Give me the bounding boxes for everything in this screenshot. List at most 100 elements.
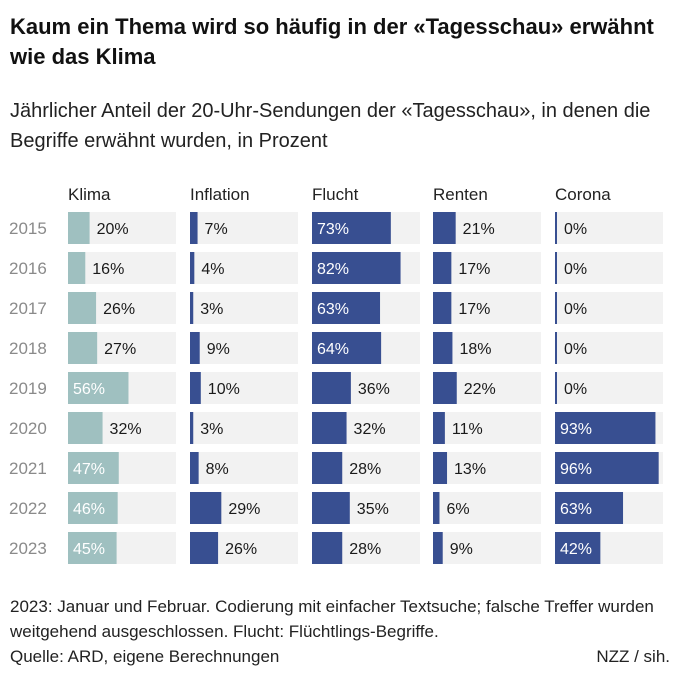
track-renten-2023 — [433, 532, 541, 564]
bar-klima-2015 — [68, 212, 90, 244]
value-label-corona-2016: 0% — [564, 261, 587, 278]
small-multiples-bar-chart: 2015 2016 2017 2018 2019 2020 2021 2022 2023 Klim… — [9, 185, 663, 564]
bar-flucht-2022 — [312, 492, 350, 524]
bar-renten-2022 — [433, 492, 440, 524]
value-label-inflation-2017: 3% — [200, 301, 223, 318]
bar-klima-2020 — [68, 412, 103, 444]
track-inflation-2018 — [190, 332, 298, 364]
value-label-corona-2018: 0% — [564, 341, 587, 358]
value-label-klima-2015: 20% — [97, 221, 129, 238]
value-label-inflation-2015: 7% — [205, 221, 228, 238]
value-label-klima-2016: 16% — [92, 261, 124, 278]
bar-flucht-2020 — [312, 412, 347, 444]
value-label-renten-2022: 6% — [446, 501, 469, 518]
bar-renten-2016 — [433, 252, 452, 284]
value-label-corona-2021: 96% — [560, 461, 592, 478]
value-label-inflation-2018: 9% — [207, 341, 230, 358]
bar-corona-2020 — [555, 412, 656, 444]
value-label-inflation-2023: 26% — [225, 541, 257, 558]
year-label-2017: 2017 — [9, 299, 47, 318]
track-corona-2016 — [555, 252, 663, 284]
value-label-corona-2022: 63% — [560, 501, 592, 518]
value-label-renten-2020: 11% — [452, 421, 483, 438]
panel-header-klima: Klima — [68, 185, 111, 204]
bar-corona-2015 — [555, 212, 557, 244]
value-label-renten-2019: 22% — [464, 381, 496, 398]
value-label-flucht-2022: 35% — [357, 501, 389, 518]
track-inflation-2020 — [190, 412, 298, 444]
bar-renten-2019 — [433, 372, 457, 404]
chart-subtitle: Jährlicher Anteil der 20-Uhr-Sendungen d… — [10, 100, 651, 152]
track-corona-2019 — [555, 372, 663, 404]
value-label-klima-2017: 26% — [103, 301, 135, 318]
bar-inflation-2018 — [190, 332, 200, 364]
bar-renten-2015 — [433, 212, 456, 244]
track-inflation-2017 — [190, 292, 298, 324]
value-label-klima-2020: 32% — [110, 421, 142, 438]
value-label-renten-2015: 21% — [463, 221, 495, 238]
value-label-flucht-2021: 28% — [349, 461, 381, 478]
bar-corona-2019 — [555, 372, 557, 404]
year-label-2016: 2016 — [9, 259, 47, 278]
bar-klima-2019 — [68, 372, 129, 404]
source-text: Quelle: ARD, eigene Berechnungen — [10, 647, 280, 666]
track-inflation-2016 — [190, 252, 298, 284]
track-corona-2018 — [555, 332, 663, 364]
track-corona-2017 — [555, 292, 663, 324]
value-label-flucht-2016: 82% — [317, 261, 349, 278]
value-label-flucht-2018: 64% — [317, 341, 349, 358]
value-label-inflation-2022: 29% — [228, 501, 260, 518]
bar-renten-2023 — [433, 532, 443, 564]
value-label-klima-2023: 45% — [73, 541, 105, 558]
bar-klima-2023 — [68, 532, 117, 564]
bar-flucht-2021 — [312, 452, 343, 484]
source-row: Quelle: ARD, eigene Berechnungen NZZ / s… — [10, 644, 670, 669]
bar-inflation-2022 — [190, 492, 222, 524]
year-label-2019: 2019 — [9, 379, 47, 398]
bar-inflation-2020 — [190, 412, 194, 444]
panel-header-renten: Renten — [433, 185, 488, 204]
bar-renten-2021 — [433, 452, 448, 484]
value-label-inflation-2019: 10% — [208, 381, 240, 398]
value-label-flucht-2017: 63% — [317, 301, 349, 318]
bar-klima-2018 — [68, 332, 98, 364]
value-label-renten-2023: 9% — [450, 541, 473, 558]
bar-renten-2017 — [433, 292, 452, 324]
bar-renten-2018 — [433, 332, 453, 364]
track-klima-2016 — [68, 252, 176, 284]
value-label-flucht-2015: 73% — [317, 221, 349, 238]
bar-flucht-2015 — [312, 212, 391, 244]
bar-inflation-2019 — [190, 372, 201, 404]
value-label-corona-2020: 93% — [560, 421, 592, 438]
bar-flucht-2019 — [312, 372, 351, 404]
value-label-corona-2015: 0% — [564, 221, 587, 238]
bar-klima-2021 — [68, 452, 119, 484]
credit-text: NZZ / sih. — [596, 647, 670, 666]
panel-header-inflation: Inflation — [190, 185, 250, 204]
value-label-inflation-2021: 8% — [206, 461, 229, 478]
bar-flucht-2016 — [312, 252, 401, 284]
value-label-renten-2021: 13% — [454, 461, 486, 478]
year-label-2020: 2020 — [9, 419, 47, 438]
value-label-klima-2019: 56% — [73, 381, 105, 398]
panel-header-corona: Corona — [555, 185, 611, 204]
bar-corona-2021 — [555, 452, 659, 484]
bar-flucht-2023 — [312, 532, 343, 564]
track-renten-2021 — [433, 452, 541, 484]
year-label-2015: 2015 — [9, 219, 47, 238]
bar-inflation-2021 — [190, 452, 199, 484]
value-label-klima-2021: 47% — [73, 461, 105, 478]
footnote: 2023: Januar und Februar. Codierung mit … — [10, 597, 654, 641]
value-label-corona-2019: 0% — [564, 381, 587, 398]
value-label-renten-2018: 18% — [459, 341, 491, 358]
track-inflation-2019 — [190, 372, 298, 404]
value-label-corona-2017: 0% — [564, 301, 587, 318]
bar-corona-2022 — [555, 492, 624, 524]
value-label-inflation-2016: 4% — [201, 261, 224, 278]
year-label-2023: 2023 — [9, 539, 47, 558]
bar-klima-2017 — [68, 292, 97, 324]
value-label-renten-2017: 17% — [458, 301, 490, 318]
year-label-2021: 2021 — [9, 459, 47, 478]
bar-corona-2016 — [555, 252, 557, 284]
bar-inflation-2017 — [190, 292, 194, 324]
